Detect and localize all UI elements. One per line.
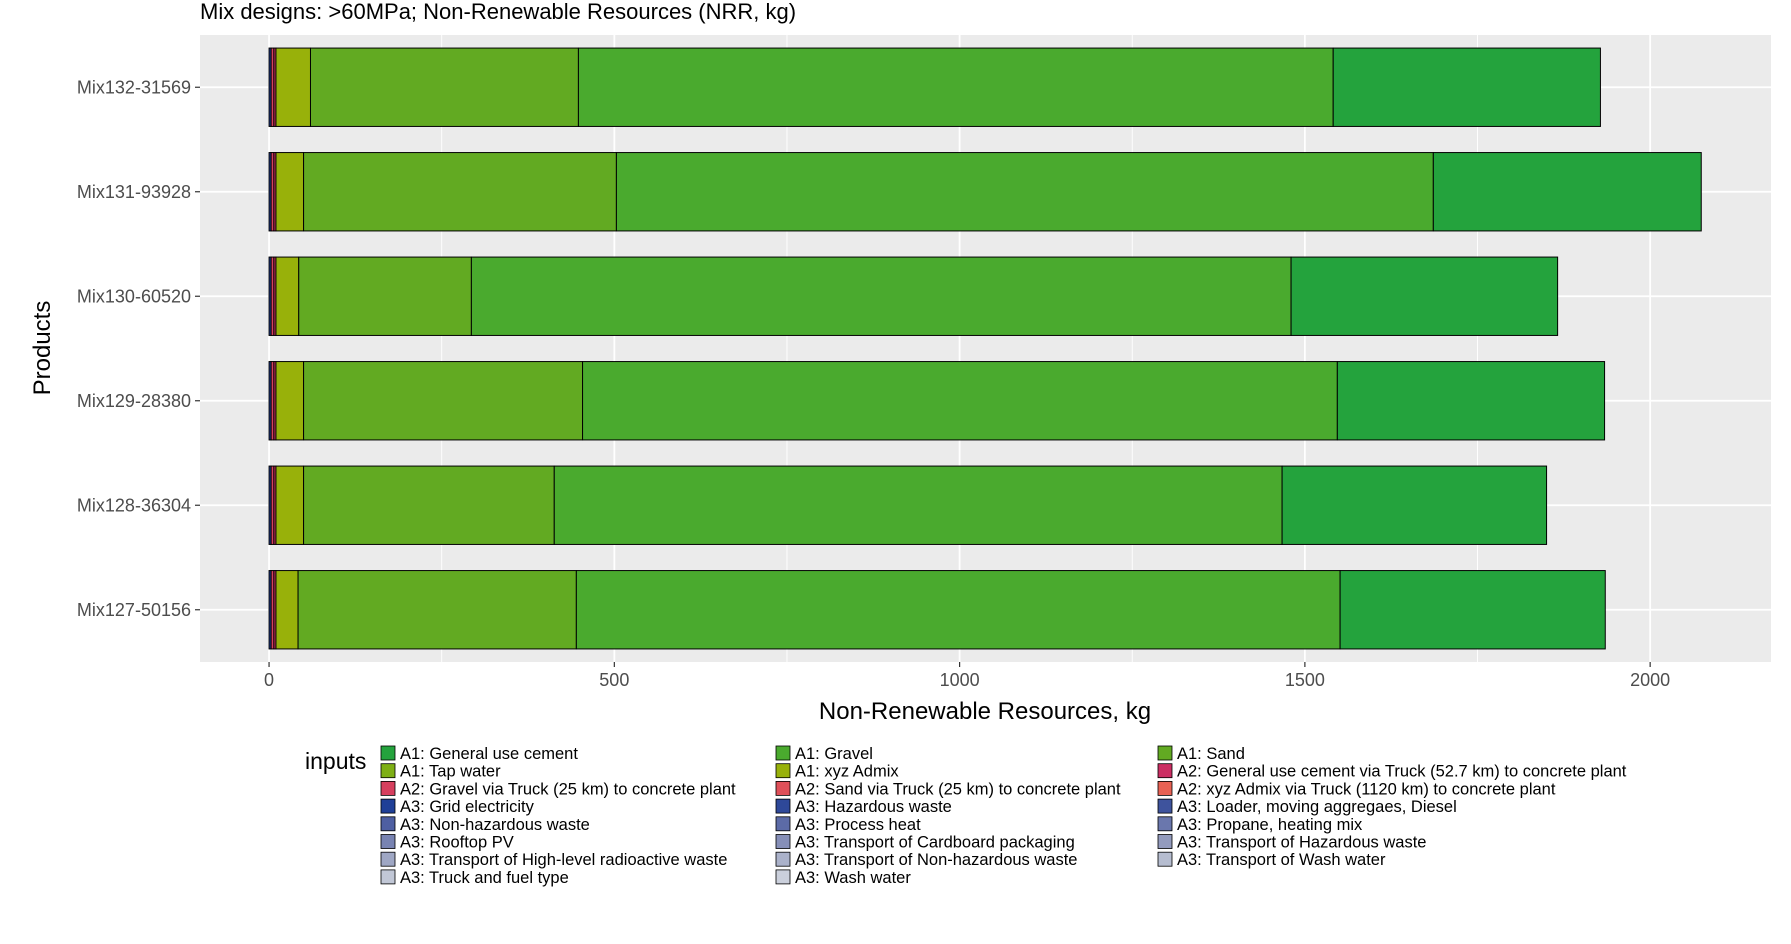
bar-segment [297, 570, 577, 650]
bar-segment [470, 256, 1292, 336]
legend-label: A3: Hazardous waste [795, 798, 952, 816]
x-tick-label: 0 [264, 670, 274, 690]
legend-label: A1: Tap water [400, 763, 501, 781]
bar-segment [275, 570, 299, 650]
legend-label: A3: Transport of Cardboard packaging [795, 834, 1075, 852]
legend-label: A3: Loader, moving aggregaes, Diesel [1177, 798, 1457, 816]
bar-segment [1281, 465, 1548, 545]
legend-key [380, 781, 396, 796]
bar-segment [275, 152, 305, 232]
chart-title: Mix designs: >60MPa; Non-Renewable Resou… [200, 0, 796, 24]
legend-key [1157, 763, 1173, 779]
legend: A1: General use cement A1: Gravel A1: Sand… [380, 745, 1627, 887]
y-tick-labels: Mix132-31569 Mix131-93928 Mix130-60520 Mix1… [77, 77, 200, 620]
bar-segment [1339, 570, 1606, 650]
legend-key [1157, 816, 1173, 832]
legend-key [1157, 745, 1173, 761]
x-axis-title: Non-Renewable Resources, kg [819, 698, 1151, 725]
plot-panel [200, 35, 1771, 662]
bar-segment [1336, 361, 1606, 441]
legend-label: A3: Wash water [795, 869, 911, 887]
legend-label: A3: Process heat [795, 816, 921, 834]
bars [268, 47, 1702, 650]
legend-key [775, 763, 791, 779]
legend-key [380, 869, 396, 885]
bar-segment [615, 152, 1434, 232]
legend-label: A3: Transport of High-level radioactive … [400, 851, 727, 869]
x-tick-label: 1000 [940, 670, 980, 690]
legend-key [775, 781, 791, 796]
bar-segment [275, 47, 311, 127]
legend-key [1157, 834, 1173, 849]
bar-segment [577, 47, 1334, 127]
y-tick-label: Mix130-60520 [77, 286, 191, 306]
legend-key [775, 798, 791, 814]
legend-key [775, 816, 791, 832]
legend-key [775, 745, 791, 761]
bar-segment [303, 152, 617, 232]
legend-key [380, 798, 396, 814]
bar-segment [1432, 152, 1702, 232]
legend-label: A3: Propane, heating mix [1177, 816, 1363, 834]
legend-label: A3: Transport of Hazardous waste [1177, 834, 1426, 852]
legend-label: A1: xyz Admix [795, 763, 899, 781]
legend-key [1157, 798, 1173, 814]
bar-segment [275, 256, 300, 336]
legend-key [380, 763, 396, 779]
legend-label: A1: General use cement [400, 745, 578, 763]
legend-label: A1: Sand [1177, 745, 1245, 763]
y-tick-label: Mix127-50156 [77, 600, 191, 620]
legend-key [775, 851, 791, 867]
legend-key [380, 834, 396, 849]
legend-label: A2: Sand via Truck (25 km) to concrete p… [795, 780, 1121, 798]
legend-key [1157, 781, 1173, 796]
legend-label: A2: Gravel via Truck (25 km) to concrete… [400, 780, 736, 798]
legend-key [380, 816, 396, 832]
legend-label: A3: Non-hazardous waste [400, 816, 590, 834]
bar-segment [582, 361, 1338, 441]
legend-key [380, 745, 396, 761]
y-tick-label: Mix128-36304 [77, 495, 191, 515]
bar-segment [303, 465, 555, 545]
legend-key [775, 869, 791, 885]
bar-segment [275, 465, 305, 545]
y-tick-label: Mix132-31569 [77, 77, 191, 97]
bar-segment [1290, 256, 1559, 336]
legend-title: inputs [305, 748, 366, 774]
bar-segment [553, 465, 1283, 545]
bar-segment [298, 256, 472, 336]
bar-segment [303, 361, 584, 441]
bar-segment [309, 47, 579, 127]
x-tick-label: 2000 [1630, 670, 1670, 690]
legend-label: A3: Transport of Wash water [1177, 851, 1386, 869]
bar-segment [1332, 47, 1601, 127]
legend-label: A2: General use cement via Truck (52.7 k… [1177, 763, 1627, 781]
y-tick-label: Mix131-93928 [77, 182, 191, 202]
x-tick-label: 500 [599, 670, 629, 690]
legend-key [775, 834, 791, 849]
x-tick-labels: 0 500 1000 1500 2000 [264, 662, 1670, 690]
bar-segment [275, 361, 305, 441]
legend-label: A3: Transport of Non-hazardous waste [795, 851, 1077, 869]
legend-label: A1: Gravel [795, 745, 873, 763]
x-tick-label: 1500 [1285, 670, 1325, 690]
legend-key [1157, 851, 1173, 867]
legend-label: A3: Grid electricity [400, 798, 535, 816]
legend-key [380, 851, 396, 867]
y-tick-label: Mix129-28380 [77, 391, 191, 411]
legend-label: A3: Truck and fuel type [400, 869, 569, 887]
legend-label: A3: Rooftop PV [400, 834, 514, 852]
bar-segment [575, 570, 1341, 650]
y-axis-title: Products [29, 301, 56, 396]
legend-label: A2: xyz Admix via Truck (1120 km) to con… [1177, 780, 1556, 798]
